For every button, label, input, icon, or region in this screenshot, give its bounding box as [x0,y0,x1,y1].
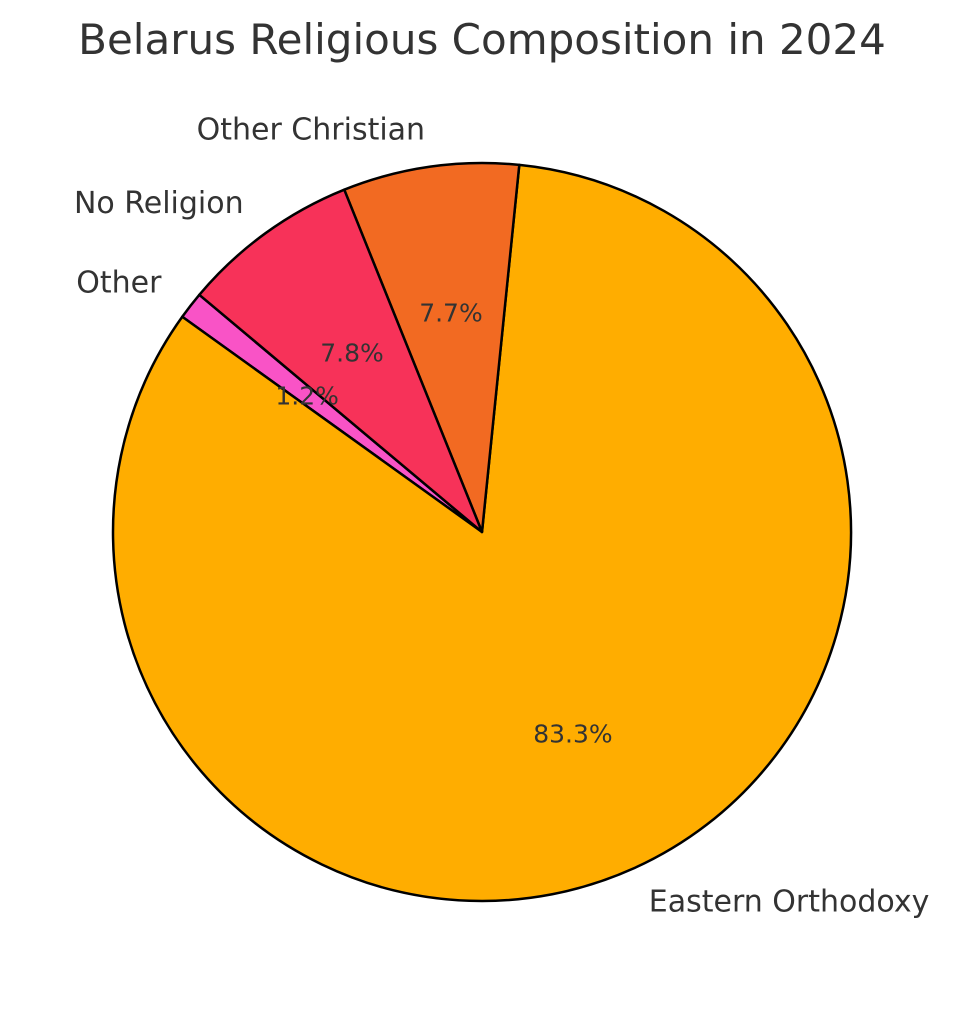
pie-slice-other-christian [343,161,521,534]
pie-labels: 1.2% Other 83.3% Eastern Orthodoxy 7.7% Other… [74,113,929,920]
pie-slices [111,161,853,903]
category-label-no-religion: No Religion [74,186,244,221]
pct-label-other-christian: 7.7% [419,298,483,327]
chart-title: Belarus Religious Composition in 2024 [78,15,886,64]
pie-slice-no-religion [198,188,484,534]
category-label-other: Other [76,266,162,301]
category-label-other-christian: Other Christian [197,113,425,148]
pct-label-other: 1.2% [275,382,339,411]
pct-label-no-religion: 7.8% [320,338,384,367]
pct-label-eastern-orthodoxy: 83.3% [533,719,612,748]
category-label-eastern-orthodoxy: Eastern Orthodoxy [649,885,930,920]
